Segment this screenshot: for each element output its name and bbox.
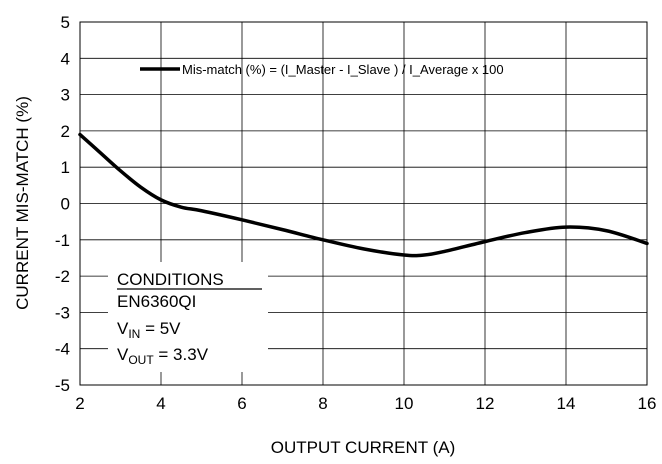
x-tick-label: 6 — [237, 394, 246, 413]
x-tick-label: 2 — [75, 394, 84, 413]
x-tick-label: 4 — [156, 394, 165, 413]
vout-subscript: OUT — [128, 353, 154, 367]
vout-symbol: V — [117, 345, 129, 364]
y-tick-label: -3 — [55, 303, 70, 322]
y-tick-label: -2 — [55, 267, 70, 286]
x-axis-title: OUTPUT CURRENT (A) — [271, 438, 456, 457]
x-tick-label: 16 — [638, 394, 657, 413]
vin-symbol: V — [117, 319, 129, 338]
y-tick-label: 0 — [61, 195, 70, 214]
vout-value: = 3.3V — [154, 345, 209, 364]
conditions-background — [108, 262, 268, 372]
y-tick-label: -1 — [55, 231, 70, 250]
x-tick-label: 10 — [395, 394, 414, 413]
conditions-vout: VOUT = 3.3V — [117, 345, 209, 367]
y-tick-label: 2 — [61, 122, 70, 141]
vin-value: = 5V — [140, 319, 181, 338]
legend-entry: Mis-match (%) = (I_Master - I_Slave ) / … — [182, 62, 504, 77]
conditions-device: EN6360QI — [117, 292, 196, 311]
x-axis-ticks: 2 4 6 8 10 12 14 16 — [75, 394, 656, 413]
conditions-vin: VIN = 5V — [117, 319, 181, 341]
x-tick-label: 14 — [557, 394, 576, 413]
y-tick-label: 3 — [61, 86, 70, 105]
vin-subscript: IN — [128, 327, 140, 341]
mismatch-series-line — [78, 132, 649, 258]
x-tick-label: 12 — [476, 394, 495, 413]
y-tick-label: 1 — [61, 158, 70, 177]
legend: Mis-match (%) = (I_Master - I_Slave ) / … — [140, 62, 504, 77]
y-tick-label: 5 — [61, 13, 70, 32]
conditions-heading: CONDITIONS — [117, 270, 224, 289]
y-axis-ticks: 5 4 3 2 1 0 -1 -2 -3 -4 -5 — [55, 13, 70, 395]
y-tick-label: -5 — [55, 376, 70, 395]
y-tick-label: -4 — [55, 340, 70, 359]
y-tick-label: 4 — [61, 49, 70, 68]
x-tick-label: 8 — [318, 394, 327, 413]
y-axis-title: CURRENT MIS-MATCH (%) — [13, 96, 32, 310]
conditions-box: CONDITIONS EN6360QI VIN = 5V VOUT = 3.3V — [108, 262, 268, 372]
